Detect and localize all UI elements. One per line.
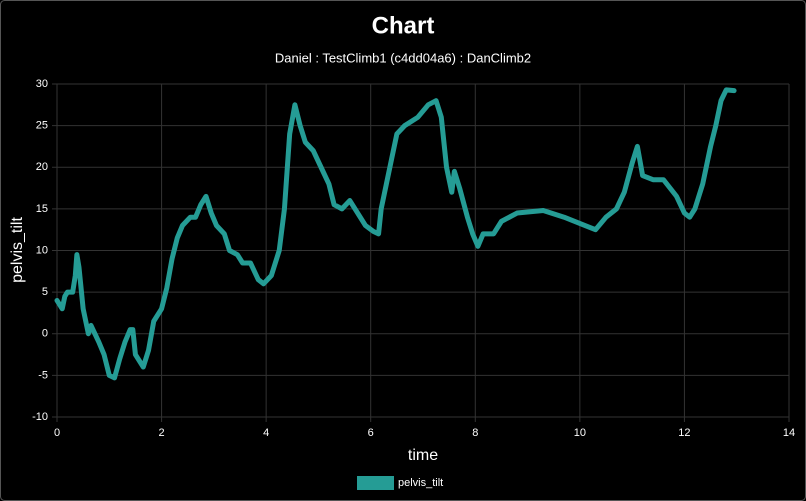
y-axis-label: pelvis_tilt bbox=[9, 217, 26, 283]
x-tick-label: 0 bbox=[54, 427, 60, 439]
x-tick-label: 4 bbox=[263, 427, 269, 439]
x-tick-label: 8 bbox=[472, 427, 478, 439]
x-tick-label: 12 bbox=[678, 427, 690, 439]
y-tick-label: 10 bbox=[36, 244, 48, 256]
y-tick-label: 0 bbox=[42, 328, 48, 340]
x-axis-label: time bbox=[408, 447, 438, 464]
x-tick-label: 14 bbox=[783, 427, 795, 439]
chart-subtitle: Daniel : TestClimb1 (c4dd04a6) : DanClim… bbox=[275, 50, 531, 65]
line bbox=[54, 87, 737, 381]
y-tick-label: 25 bbox=[36, 120, 48, 132]
legend-label: pelvis_tilt bbox=[398, 477, 443, 489]
y-tick-label: 30 bbox=[36, 78, 48, 90]
x-tick-label: 6 bbox=[368, 427, 374, 439]
y-tick-label: 5 bbox=[42, 286, 48, 298]
y-tick-label: -10 bbox=[32, 411, 48, 423]
x-tick-label: 2 bbox=[159, 427, 165, 439]
y-tick-label: 15 bbox=[36, 203, 48, 215]
y-tick-label: 20 bbox=[36, 161, 48, 173]
chart-title: Chart bbox=[372, 12, 435, 39]
x-tick-label: 10 bbox=[574, 427, 586, 439]
y-tick-label: -5 bbox=[38, 369, 48, 381]
legend-swatch bbox=[357, 476, 394, 490]
